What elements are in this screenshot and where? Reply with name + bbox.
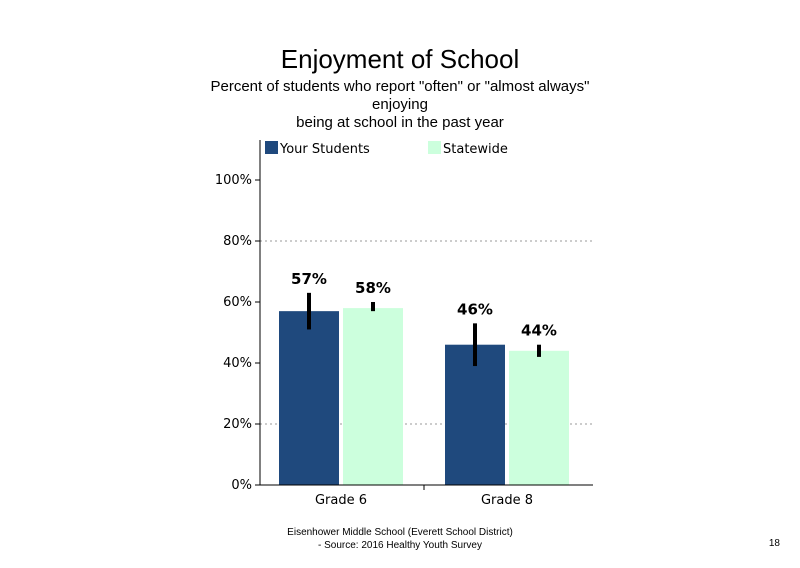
y-tick-label-80: 80% [223, 234, 252, 249]
legend-label-statewide: Statewide [443, 142, 508, 157]
data-label-0-1: 46% [457, 300, 493, 318]
bar-your-students-grade-8 [445, 344, 505, 485]
bar-your-students-grade-6 [279, 311, 339, 485]
subtitle-line-2: enjoying [372, 96, 428, 113]
legend-swatch-your-students [265, 141, 278, 154]
y-tick-label-60: 60% [223, 295, 252, 310]
bar-statewide-grade-8 [509, 350, 569, 485]
data-label-1-1: 44% [521, 322, 557, 340]
y-tick-label-0: 0% [231, 478, 252, 493]
page-number: 18 [768, 538, 780, 549]
footer-source: Eisenhower Middle School (Everett School… [250, 526, 550, 552]
footer-line-2: - Source: 2016 Healthy Youth Survey [318, 540, 482, 551]
footer-line-1: Eisenhower Middle School (Everett School… [287, 527, 513, 538]
x-tick-label-grade-8: Grade 8 [481, 493, 533, 508]
subtitle-line-3: being at school in the past year [296, 114, 504, 131]
chart-subtitle: Percent of students who report "often" o… [150, 78, 650, 132]
data-label-1-0: 58% [355, 279, 391, 297]
y-tick-label-40: 40% [223, 356, 252, 371]
bar-statewide-grade-6 [343, 308, 403, 485]
chart-title: Enjoyment of School [280, 44, 520, 74]
subtitle-line-1: Percent of students who report "often" o… [210, 78, 590, 95]
legend-label-your-students: Your Students [279, 142, 370, 157]
y-tick-label-100: 100% [215, 173, 252, 188]
x-tick-label-grade-6: Grade 6 [315, 493, 367, 508]
legend-swatch-statewide [428, 141, 441, 154]
y-tick-label-20: 20% [223, 417, 252, 432]
data-label-0-0: 57% [291, 270, 327, 288]
